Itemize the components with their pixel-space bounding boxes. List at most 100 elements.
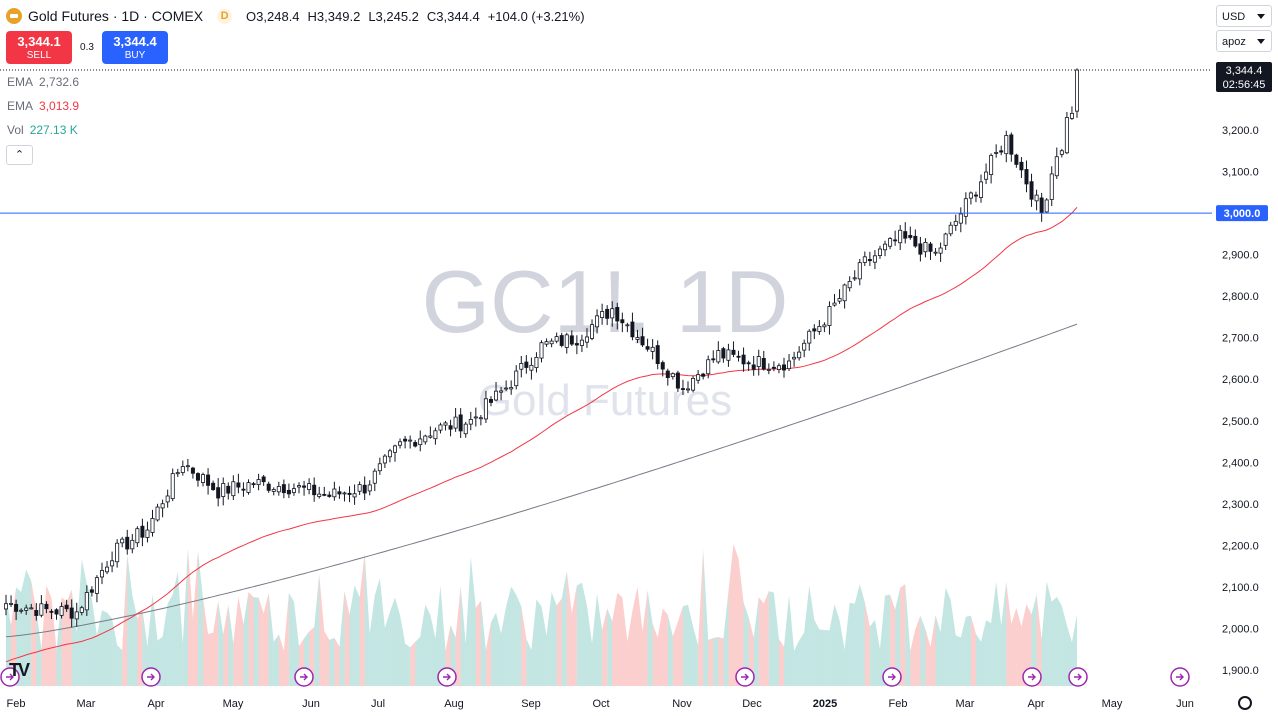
candle bbox=[605, 305, 610, 326]
volume-segment bbox=[253, 597, 259, 686]
candle-body bbox=[989, 155, 994, 175]
time-tick-label: Apr bbox=[147, 698, 164, 710]
candle bbox=[105, 560, 110, 575]
gear-icon[interactable] bbox=[1238, 696, 1252, 710]
volume-segment bbox=[460, 586, 466, 686]
candle bbox=[913, 229, 918, 248]
candle-body bbox=[226, 485, 231, 494]
currency-select[interactable]: USD bbox=[1216, 5, 1272, 27]
volume-segment bbox=[728, 544, 734, 686]
sell-label: SELL bbox=[26, 50, 52, 61]
event-marker-icon bbox=[0, 667, 20, 687]
scale-select[interactable]: apoz bbox=[1216, 30, 1272, 52]
candle bbox=[216, 478, 221, 507]
candle bbox=[110, 551, 115, 573]
candle bbox=[297, 482, 302, 494]
candle bbox=[706, 355, 711, 379]
candle-body bbox=[1044, 199, 1049, 213]
candle-body bbox=[286, 489, 291, 495]
low-value: L3,245.2 bbox=[368, 8, 419, 24]
sell-button[interactable]: 3,344.1 SELL bbox=[6, 31, 72, 64]
event-markers[interactable] bbox=[0, 667, 1190, 687]
volume-segment bbox=[480, 600, 486, 686]
volume-segment bbox=[263, 592, 269, 686]
candle bbox=[893, 230, 898, 246]
candle bbox=[888, 237, 893, 250]
candle-body bbox=[908, 235, 913, 238]
candle bbox=[731, 341, 736, 358]
indicator-volume[interactable]: Vol 227.13 K bbox=[7, 123, 78, 137]
volume-segment bbox=[329, 637, 335, 686]
indicator-ema-fast[interactable]: EMA 3,013.9 bbox=[7, 99, 79, 113]
candle-body bbox=[842, 284, 847, 302]
candle-body bbox=[4, 603, 9, 610]
volume-segment bbox=[607, 608, 613, 686]
candle bbox=[276, 481, 281, 496]
candle bbox=[281, 479, 286, 499]
candle-body bbox=[105, 566, 110, 573]
volume-segment bbox=[829, 604, 835, 686]
indicator-name: Vol bbox=[7, 123, 24, 137]
volume-segment bbox=[233, 596, 239, 686]
price-axis[interactable]: 3,200.0 3,100.0 3,000.0 2,900.0 2,800.0 2,700… bbox=[1212, 0, 1278, 716]
candle-body bbox=[1049, 173, 1054, 200]
indicator-ema-slow[interactable]: EMA 2,732.6 bbox=[7, 75, 79, 89]
candle bbox=[423, 434, 428, 445]
candle bbox=[89, 586, 94, 597]
tradingview-logo[interactable]: TV bbox=[9, 660, 30, 680]
volume-segment bbox=[127, 554, 133, 686]
candle-body bbox=[1059, 150, 1064, 155]
delayed-badge[interactable]: D bbox=[217, 8, 233, 24]
volume-segment bbox=[981, 620, 987, 686]
volume-segment bbox=[16, 587, 22, 686]
candle-body bbox=[883, 243, 888, 251]
candle-body bbox=[433, 430, 438, 440]
time-tick-label: May bbox=[1102, 698, 1123, 710]
candle-body bbox=[620, 319, 625, 324]
candle bbox=[792, 351, 797, 367]
symbol-title[interactable]: Gold Futures · 1D · COMEX bbox=[28, 8, 204, 24]
candle-body bbox=[918, 243, 923, 255]
candle bbox=[160, 499, 165, 518]
candle-body bbox=[837, 298, 842, 302]
candle-body bbox=[696, 374, 701, 381]
time-tick-label: Oct bbox=[592, 698, 609, 710]
candle-body bbox=[862, 256, 867, 263]
volume-segment bbox=[698, 549, 704, 686]
volume-segment bbox=[1056, 596, 1062, 686]
candle-body bbox=[463, 423, 468, 435]
volume-segment bbox=[571, 585, 577, 686]
candle bbox=[994, 144, 999, 158]
indicator-value: 2,732.6 bbox=[39, 75, 80, 89]
volume-segment bbox=[1041, 581, 1047, 686]
candle bbox=[418, 430, 423, 452]
volume-segment bbox=[430, 614, 436, 686]
candle-body bbox=[1024, 169, 1029, 185]
candle-body bbox=[347, 492, 352, 495]
candle-body bbox=[579, 339, 584, 346]
volume-segment bbox=[389, 597, 395, 686]
collapse-indicators-button[interactable]: ⌃ bbox=[6, 145, 33, 165]
candle-body bbox=[291, 488, 296, 493]
volume-segment bbox=[66, 589, 72, 686]
sell-price: 3,344.1 bbox=[17, 34, 61, 49]
candle-body bbox=[595, 315, 600, 328]
candle bbox=[645, 338, 650, 352]
buy-button[interactable]: 3,344.4 BUY bbox=[102, 31, 168, 64]
time-axis[interactable]: Feb Mar Apr May Jun Jul Aug Sep Oct Nov Dec 2025 Feb… bbox=[7, 698, 1194, 710]
volume-segment bbox=[475, 600, 481, 686]
volume-segment bbox=[925, 629, 931, 686]
candle bbox=[600, 303, 605, 325]
candle bbox=[246, 479, 251, 495]
candle-body bbox=[736, 355, 741, 358]
candle bbox=[392, 444, 397, 462]
volume-segment bbox=[652, 623, 658, 686]
candle-body bbox=[468, 419, 473, 425]
candle bbox=[266, 481, 271, 493]
candle-body bbox=[923, 241, 928, 253]
symbol-header[interactable]: Gold Futures · 1D · COMEX D O3,248.4 H3,… bbox=[6, 6, 593, 26]
candle bbox=[504, 380, 509, 392]
volume-segment bbox=[915, 615, 921, 686]
candle bbox=[857, 259, 862, 286]
